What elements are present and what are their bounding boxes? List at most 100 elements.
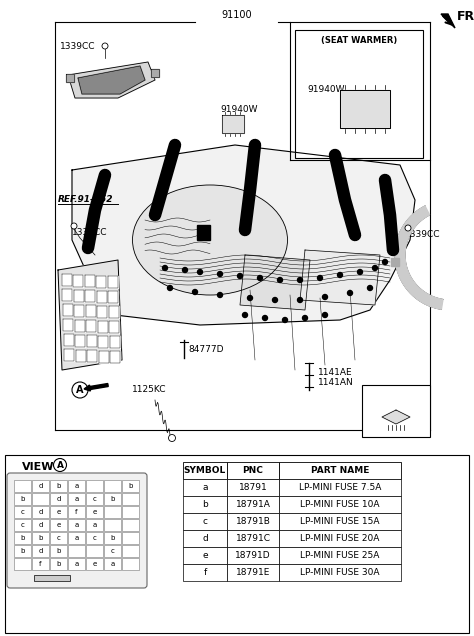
Text: 1141AN: 1141AN xyxy=(318,378,354,387)
Polygon shape xyxy=(86,305,96,317)
Polygon shape xyxy=(382,410,410,424)
Bar xyxy=(32,493,49,505)
Circle shape xyxy=(218,293,222,298)
Circle shape xyxy=(167,286,173,291)
Polygon shape xyxy=(300,250,380,305)
Polygon shape xyxy=(98,321,108,333)
Circle shape xyxy=(263,315,267,321)
Text: 18791: 18791 xyxy=(238,483,267,492)
Polygon shape xyxy=(109,306,119,318)
Bar xyxy=(32,545,49,557)
Circle shape xyxy=(357,270,363,275)
Text: b: b xyxy=(56,561,61,567)
Circle shape xyxy=(318,275,322,280)
Bar xyxy=(122,480,139,492)
Bar xyxy=(50,545,67,557)
Polygon shape xyxy=(197,225,210,240)
Polygon shape xyxy=(72,145,415,325)
Circle shape xyxy=(322,294,328,300)
Text: c: c xyxy=(20,522,25,528)
Circle shape xyxy=(298,277,302,282)
Bar xyxy=(122,532,139,544)
Circle shape xyxy=(373,265,377,270)
Text: d: d xyxy=(38,522,43,528)
Bar xyxy=(279,462,401,479)
Polygon shape xyxy=(86,320,97,332)
Text: LP-MINI FUSE 15A: LP-MINI FUSE 15A xyxy=(300,517,380,526)
Bar xyxy=(68,545,85,557)
Polygon shape xyxy=(62,274,72,286)
Polygon shape xyxy=(392,258,400,266)
Text: a: a xyxy=(202,483,208,492)
Polygon shape xyxy=(58,260,122,370)
Polygon shape xyxy=(68,62,155,98)
Text: 1125KC: 1125KC xyxy=(132,385,166,394)
Bar xyxy=(279,564,401,581)
Bar xyxy=(183,496,227,513)
Bar xyxy=(32,532,49,544)
Polygon shape xyxy=(240,255,310,310)
Text: 84777D: 84777D xyxy=(188,345,224,354)
Bar xyxy=(86,519,103,531)
Polygon shape xyxy=(64,349,74,361)
Bar xyxy=(14,532,31,544)
Text: (SEAT WARMER): (SEAT WARMER) xyxy=(321,36,397,45)
Circle shape xyxy=(257,275,263,280)
Bar xyxy=(68,558,85,570)
Bar xyxy=(50,519,67,531)
Text: 1339CC: 1339CC xyxy=(405,230,440,239)
Text: b: b xyxy=(56,548,61,554)
Text: d: d xyxy=(38,509,43,515)
Bar xyxy=(362,385,430,437)
Text: A: A xyxy=(56,460,64,469)
Ellipse shape xyxy=(133,185,288,295)
Bar xyxy=(32,519,49,531)
Bar xyxy=(104,532,121,544)
Bar xyxy=(279,513,401,530)
Text: b: b xyxy=(202,500,208,509)
Text: LP-MINI FUSE 7.5A: LP-MINI FUSE 7.5A xyxy=(299,483,381,492)
Text: 18791A: 18791A xyxy=(236,500,271,509)
Bar xyxy=(183,462,227,479)
Bar xyxy=(68,493,85,505)
Text: f: f xyxy=(39,561,42,567)
Text: d: d xyxy=(38,548,43,554)
Circle shape xyxy=(367,286,373,291)
Text: c: c xyxy=(92,535,96,541)
Bar xyxy=(279,547,401,564)
Text: 18791C: 18791C xyxy=(236,534,271,543)
Text: PART NAME: PART NAME xyxy=(311,466,369,475)
Circle shape xyxy=(283,317,288,322)
Bar xyxy=(34,575,70,581)
Circle shape xyxy=(198,270,202,275)
Circle shape xyxy=(192,289,198,294)
Circle shape xyxy=(298,298,302,303)
Text: e: e xyxy=(56,509,61,515)
Text: a: a xyxy=(92,522,97,528)
Bar xyxy=(86,532,103,544)
Circle shape xyxy=(337,272,343,277)
Circle shape xyxy=(383,259,388,265)
Text: e: e xyxy=(56,522,61,528)
Circle shape xyxy=(302,315,308,321)
Text: LP-MINI FUSE 25A: LP-MINI FUSE 25A xyxy=(301,551,380,560)
Bar xyxy=(122,519,139,531)
Bar xyxy=(14,493,31,505)
Text: 91940W: 91940W xyxy=(307,85,345,94)
Text: 91940W: 91940W xyxy=(220,105,257,114)
Circle shape xyxy=(237,273,243,279)
Circle shape xyxy=(247,296,253,300)
Polygon shape xyxy=(340,90,390,128)
Circle shape xyxy=(182,268,188,272)
Text: 91100: 91100 xyxy=(222,10,252,20)
Bar xyxy=(183,479,227,496)
Text: b: b xyxy=(128,483,133,489)
Polygon shape xyxy=(97,291,107,303)
Text: c: c xyxy=(202,517,208,526)
Bar xyxy=(50,558,67,570)
Bar xyxy=(68,532,85,544)
Bar xyxy=(14,506,31,518)
Bar xyxy=(295,30,423,158)
Text: f: f xyxy=(75,509,78,515)
Polygon shape xyxy=(441,14,455,28)
